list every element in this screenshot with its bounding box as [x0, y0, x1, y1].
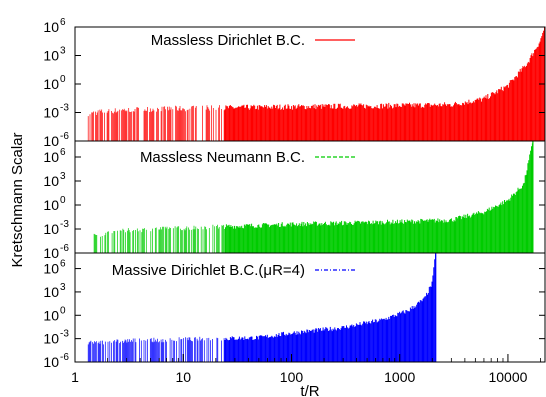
x-tick-label: 1000 — [384, 369, 415, 385]
panel-frame — [74, 252, 546, 363]
series-3-1 — [87, 253, 437, 362]
y-tick-exponent: -3 — [60, 219, 69, 230]
legend-label: Massless Dirichlet B.C. — [151, 32, 305, 49]
y-tick-exponent: 6 — [60, 147, 66, 158]
y-tick-label: 10 — [43, 48, 59, 64]
series-1-1 — [87, 27, 545, 141]
legend-label: Massless Neumann B.C. — [140, 149, 305, 166]
y-tick-label: 10 — [43, 261, 59, 277]
x-tick-label: 10 — [175, 369, 191, 385]
y-tick-exponent: -6 — [60, 131, 69, 142]
x-axis-ticks: 1 10 100 1000 10000 — [71, 354, 541, 385]
y-tick-exponent: 3 — [60, 282, 66, 293]
y-tick-exponent: -3 — [60, 329, 69, 340]
y-tick-label: 10 — [43, 245, 59, 261]
y-tick-label: 10 — [43, 149, 59, 165]
y-tick-exponent: 0 — [60, 195, 66, 206]
y-tick-exponent: 3 — [60, 46, 66, 57]
y-tick-exponent: 6 — [60, 259, 66, 270]
y-tick-label: 10 — [43, 173, 59, 189]
series-2-1 — [93, 141, 534, 253]
y-tick-label: 10 — [43, 221, 59, 237]
y-tick-label: 10 — [43, 133, 59, 149]
y-tick-exponent: -3 — [60, 103, 69, 114]
y-axis-title: Kretschmann Scalar — [9, 132, 26, 267]
y-tick-label: 10 — [43, 307, 59, 323]
y-tick-label: 10 — [43, 331, 59, 347]
y-tick-exponent: 3 — [60, 171, 66, 182]
x-tick-label: 100 — [280, 369, 304, 385]
y-tick-label: 10 — [43, 105, 59, 121]
x-tick-label: 10000 — [488, 369, 527, 385]
y-tick-exponent: 0 — [60, 74, 66, 85]
y-tick-label: 10 — [43, 197, 59, 213]
y-tick-exponent: 0 — [60, 305, 66, 316]
y-tick-label: 10 — [43, 354, 59, 370]
y-tick-label: 10 — [43, 284, 59, 300]
y-tick-exponent: -6 — [60, 352, 69, 363]
y-tick-label: 10 — [43, 19, 59, 35]
y-tick-exponent: -6 — [60, 243, 69, 254]
y-tick-label: 10 — [43, 76, 59, 92]
y-tick-exponent: 6 — [60, 17, 66, 28]
x-axis-title: t/R — [300, 383, 319, 397]
x-tick-label: 1 — [71, 369, 79, 385]
legend-label: Massive Dirichlet B.C.(μR=4) — [112, 262, 305, 279]
